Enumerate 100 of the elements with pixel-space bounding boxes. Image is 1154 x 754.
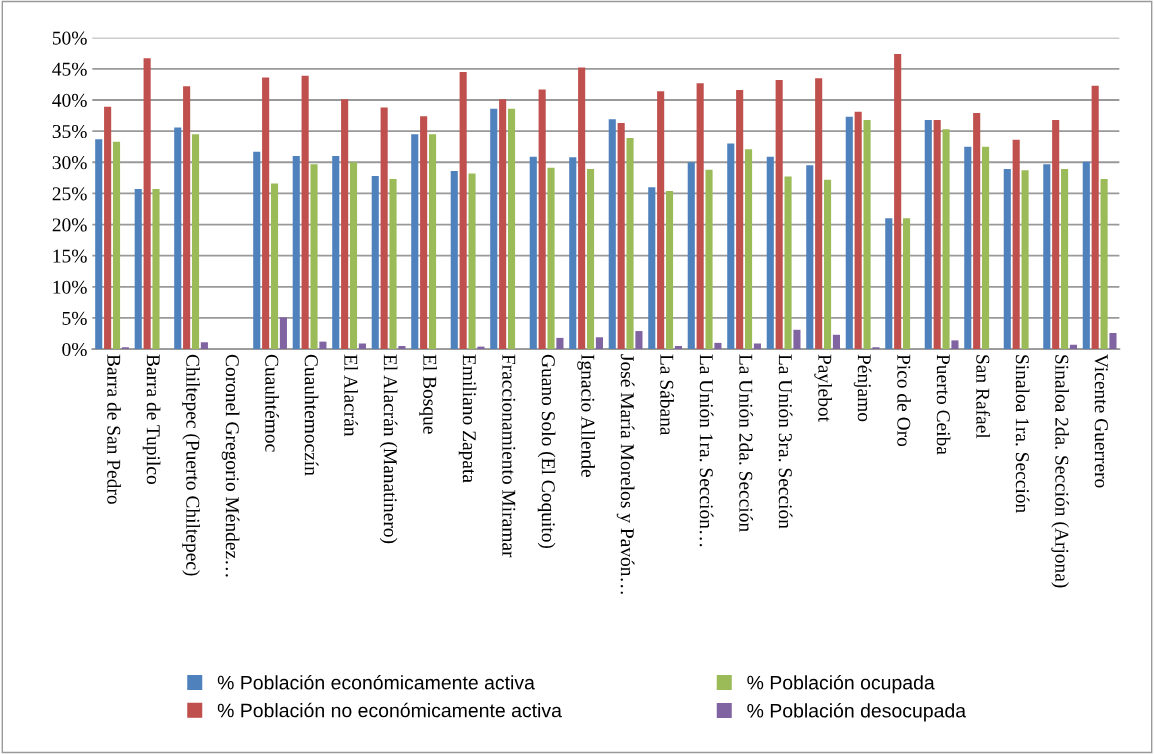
x-tick-label: Pico de Oro	[897, 354, 911, 447]
bar	[279, 317, 287, 350]
bar	[863, 119, 871, 350]
bar	[411, 134, 419, 350]
bar	[310, 164, 318, 350]
bar	[806, 165, 814, 350]
bar	[507, 108, 516, 350]
bar	[626, 137, 634, 350]
bar	[714, 342, 722, 350]
x-tick-label: La Sábana	[660, 354, 674, 436]
x-tick-label: Sinaloa 2da. Sección (Arjona)	[1051, 355, 1069, 588]
x-tick-label: Barra de Tupilco	[142, 354, 161, 484]
bar	[1021, 170, 1029, 350]
bar	[824, 179, 832, 350]
x-tick-label: El Bosque	[419, 354, 437, 434]
bar	[358, 343, 366, 350]
bar	[1091, 85, 1099, 350]
bar	[341, 99, 349, 350]
bar	[499, 99, 507, 350]
bar	[617, 123, 625, 350]
bar	[1061, 169, 1069, 350]
x-tick-label: La Unión 1ra. Sección…	[699, 354, 714, 547]
x-tick-label: Fraccionamiento Miramar	[502, 354, 516, 558]
legend-label: % Población no económicamente activa	[217, 702, 562, 718]
y-tick-label: 35%	[52, 124, 87, 139]
x-tick-label: Paylebot	[814, 354, 832, 422]
bar	[705, 169, 713, 350]
y-tick-label: 30%	[52, 156, 87, 170]
bar	[608, 119, 616, 350]
bar	[134, 189, 142, 350]
bar	[556, 337, 564, 350]
x-tick-label: El Alacrán	[344, 354, 358, 437]
x-tick-label: José María Morelos y Pavón…	[616, 354, 635, 594]
bar	[586, 169, 595, 350]
legend-label: % Población desocupada	[747, 703, 967, 722]
bar	[529, 156, 537, 350]
bar	[200, 342, 208, 350]
bar	[942, 129, 950, 350]
bar	[538, 89, 546, 350]
bar	[183, 86, 191, 350]
bar	[319, 341, 327, 350]
x-tick-label: Coronel Gregorio Méndez…	[221, 354, 240, 577]
y-tick-label: 25%	[52, 187, 87, 201]
bar	[349, 162, 358, 350]
bar	[815, 78, 823, 350]
bar	[753, 343, 761, 350]
bar	[727, 143, 735, 350]
bar	[894, 53, 902, 350]
x-tick-label: Puerto Ceiba	[936, 354, 951, 455]
x-tick-label: Pénjamo	[853, 354, 872, 422]
x-tick-label: Barra de San Pedro	[107, 354, 121, 504]
bar	[745, 149, 753, 350]
bar	[793, 329, 801, 350]
bar	[736, 90, 744, 350]
bar	[389, 179, 397, 350]
bar	[459, 71, 467, 350]
bar	[450, 170, 458, 350]
x-tick-label: Emiliano Zapata	[458, 354, 477, 483]
bar	[104, 106, 112, 350]
bar	[1012, 139, 1020, 350]
y-tick-label: 20%	[52, 218, 87, 232]
bar	[845, 116, 853, 350]
bar	[371, 175, 379, 350]
bar	[854, 111, 862, 350]
bar	[112, 141, 121, 350]
bar	[152, 189, 160, 350]
bar	[1003, 169, 1011, 350]
bar	[924, 119, 932, 350]
bar	[648, 187, 656, 350]
y-tick-label: 15%	[53, 249, 87, 263]
bar	[1043, 164, 1051, 350]
y-tick-label: 10%	[53, 280, 87, 294]
bar	[933, 119, 941, 350]
y-tick-label: 45%	[52, 62, 87, 76]
legend-label: % Población ocupada	[747, 674, 935, 694]
bar	[1082, 161, 1090, 350]
bar	[687, 162, 695, 350]
bar	[832, 334, 840, 350]
bar	[766, 156, 774, 350]
bar	[332, 156, 340, 350]
bar	[143, 58, 151, 350]
y-tick-label: 5%	[62, 311, 87, 325]
bar	[951, 340, 959, 350]
bar	[885, 218, 893, 350]
legend-label: % Población económicamente activa	[217, 674, 535, 690]
bar	[292, 156, 300, 350]
bar	[578, 67, 586, 350]
bar	[428, 134, 437, 350]
bar	[380, 107, 388, 350]
bar	[174, 127, 182, 350]
bar	[635, 331, 643, 350]
bar	[95, 139, 103, 350]
bar	[547, 167, 555, 350]
x-tick-label: La Unión 3ra. Sección	[778, 354, 793, 529]
x-tick-label: Ignacio Allende	[577, 354, 595, 477]
x-tick-label: Sinaloa 1ra. Sección	[1015, 355, 1030, 513]
bar	[569, 157, 577, 350]
bar	[1069, 344, 1078, 350]
bar	[270, 183, 279, 350]
y-tick-label: 50%	[52, 31, 87, 45]
